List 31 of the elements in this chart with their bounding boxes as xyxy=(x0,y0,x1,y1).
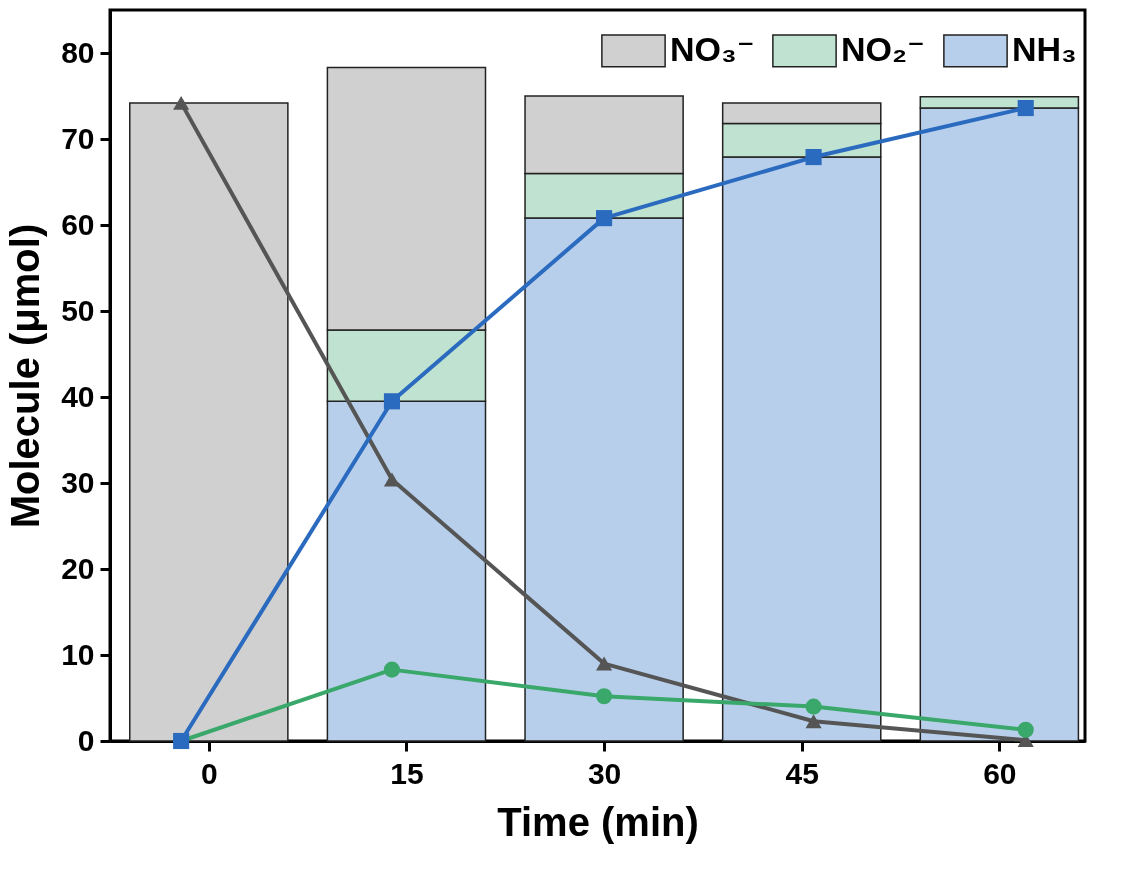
point xyxy=(596,688,613,705)
point xyxy=(805,149,822,166)
y-axis-title: Molecule (μmol) xyxy=(3,223,48,529)
legend-label: NO₃⁻ xyxy=(670,29,755,68)
point xyxy=(1017,99,1034,117)
point xyxy=(805,698,822,715)
y-tick-label: 80 xyxy=(61,35,95,69)
y-tick-label: 70 xyxy=(61,121,95,155)
x-tick-label: 60 xyxy=(983,756,1017,790)
legend-label: NO₂⁻ xyxy=(841,29,926,68)
bar xyxy=(129,102,289,742)
x-axis-title: Time (min) xyxy=(497,799,699,844)
x-tick-label: 0 xyxy=(200,756,218,790)
point xyxy=(173,95,190,110)
y-tick-label: 0 xyxy=(77,723,95,757)
x-tick-label: 15 xyxy=(390,756,424,790)
legend-label: NH₃ xyxy=(1012,29,1077,68)
y-tick-label: 60 xyxy=(61,207,95,241)
y-tick-label: 30 xyxy=(61,465,95,499)
point xyxy=(383,393,401,410)
x-tick-label: 45 xyxy=(785,756,819,790)
point xyxy=(383,661,401,678)
point xyxy=(1017,721,1034,738)
y-tick-label: 10 xyxy=(61,637,95,671)
x-tick-label: 30 xyxy=(587,756,622,790)
y-tick-label: 50 xyxy=(61,293,95,327)
point xyxy=(596,656,613,671)
point xyxy=(805,714,822,729)
y-tick-label: 40 xyxy=(61,379,95,413)
point xyxy=(596,210,613,227)
y-tick-label: 20 xyxy=(61,551,95,585)
